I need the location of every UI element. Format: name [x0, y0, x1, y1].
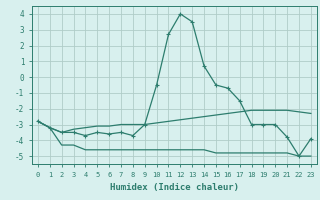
X-axis label: Humidex (Indice chaleur): Humidex (Indice chaleur) [110, 183, 239, 192]
